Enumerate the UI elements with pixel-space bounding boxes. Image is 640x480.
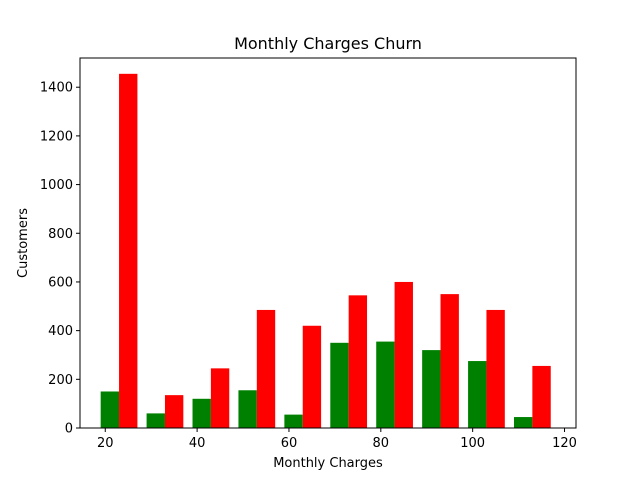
bar-no-churn-2 — [210, 368, 230, 428]
x-axis: 20 40 60 80 100 120 — [97, 428, 577, 451]
bar-churn-7 — [422, 350, 441, 428]
bar-churn-6 — [376, 341, 395, 428]
bar-churn-4 — [284, 414, 303, 428]
y-tick-label: 1000 — [40, 178, 73, 193]
bar-no-churn-3 — [256, 309, 276, 428]
y-axis: 0 200 400 600 800 1000 1200 1400 — [40, 81, 80, 437]
y-tick-label: 1200 — [40, 129, 73, 144]
chart-title: Monthly Charges Churn — [234, 34, 422, 53]
bar-churn-8 — [468, 361, 487, 428]
plot-frame — [79, 57, 577, 429]
x-tick-label: 80 — [373, 436, 390, 451]
y-tick-label: 1400 — [40, 81, 73, 96]
y-tick-label: 0 — [65, 422, 73, 437]
bar-churn-5 — [330, 342, 349, 428]
bar-no-churn-1 — [164, 395, 184, 428]
bar-churn-0 — [100, 391, 120, 428]
y-tick-label: 800 — [48, 227, 73, 242]
bar-no-churn-0 — [119, 73, 138, 429]
bar-churn-2 — [192, 398, 211, 428]
y-tick-label: 200 — [48, 373, 73, 388]
bar-no-churn-7 — [440, 294, 459, 428]
y-axis-label: Customers — [16, 208, 31, 278]
x-tick-label: 20 — [97, 436, 114, 451]
bar-no-churn-6 — [394, 281, 413, 428]
x-tick-label: 120 — [552, 436, 577, 451]
bar-churn-3 — [238, 390, 257, 428]
bar-no-churn-5 — [348, 295, 368, 428]
bar-no-churn-4 — [302, 325, 322, 428]
x-tick-label: 60 — [281, 436, 298, 451]
x-tick-label: 40 — [189, 436, 206, 451]
bar-no-churn-8 — [486, 309, 505, 428]
y-tick-label: 400 — [48, 324, 73, 339]
x-tick-label: 100 — [460, 436, 485, 451]
bar-churn-9 — [514, 417, 533, 428]
y-tick-label: 600 — [48, 275, 73, 290]
bar-churn-1 — [146, 413, 165, 428]
bars-group — [100, 73, 551, 429]
x-axis-label: Monthly Charges — [273, 456, 383, 471]
bar-no-churn-9 — [532, 365, 551, 428]
